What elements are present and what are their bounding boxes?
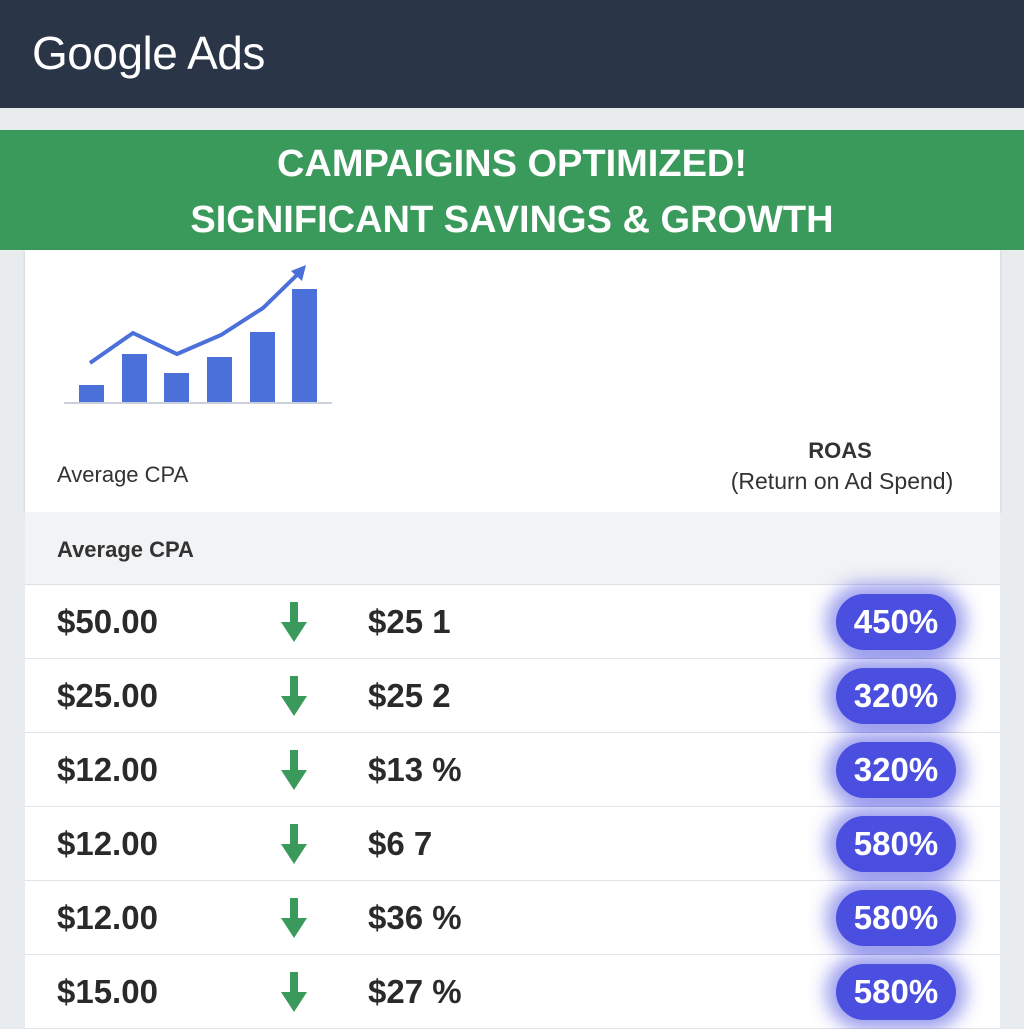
new-cpa: $25 1: [368, 603, 451, 640]
old-cpa: $12.00: [57, 899, 158, 936]
roas-value: 320%: [836, 742, 956, 798]
down-arrow: [280, 970, 308, 1019]
roas-value: 580%: [836, 964, 956, 1020]
old-cpa: $25.00: [57, 677, 158, 714]
down-arrow: [280, 896, 308, 945]
down-arrow: [280, 822, 308, 871]
down-arrow: [280, 748, 308, 797]
down-arrow: [280, 600, 308, 649]
card-label: Average CPA: [57, 462, 189, 487]
roas-value: 580%: [836, 890, 956, 946]
new-cpa: $36 %: [368, 899, 462, 936]
roas-value: 580%: [836, 816, 956, 872]
roas-value: 320%: [836, 668, 956, 724]
table-header: [25, 512, 1000, 585]
new-cpa: $25 2: [368, 677, 451, 714]
arrow-icon: [281, 676, 307, 716]
down-arrow: [280, 674, 308, 723]
banner-line: CAMPAIGINS OPTIMIZED!: [276, 143, 748, 185]
table-header-text: Average CPA: [57, 537, 194, 562]
old-cpa: $12.00: [57, 751, 158, 788]
card-label: ROAS: [808, 438, 872, 463]
old-cpa: $50.00: [57, 603, 158, 640]
arrow-icon: [281, 898, 307, 938]
arrow-icon: [281, 602, 307, 642]
old-cpa: $12.00: [57, 825, 158, 862]
new-cpa: $27 %: [368, 973, 462, 1010]
banner: CAMPAIGINS OPTIMIZED! SIGNIFICANT SAVING…: [0, 130, 1024, 250]
arrow-icon: [281, 750, 307, 790]
banner-line: SIGNIFICANT SAVINGS & GROWTH: [190, 199, 834, 241]
arrow-icon: [281, 972, 307, 1012]
chart-icon: [64, 265, 332, 404]
top-bar: [0, 0, 1024, 108]
old-cpa: $15.00: [57, 973, 158, 1010]
card-sublabel: (Return on Ad Spend): [730, 468, 954, 494]
new-cpa: $13 %: [368, 751, 462, 788]
app-title: Google Ads: [32, 27, 265, 79]
roas-value: 450%: [836, 594, 956, 650]
new-cpa: $6 7: [368, 825, 433, 862]
arrow-icon: [281, 824, 307, 864]
